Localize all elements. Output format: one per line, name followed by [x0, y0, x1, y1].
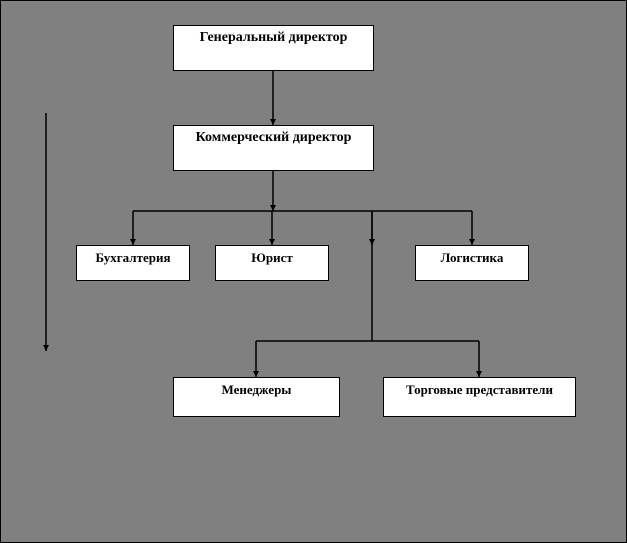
- node-label: Логистика: [441, 250, 504, 266]
- node-label: Юрист: [251, 250, 293, 266]
- node-label: Менеджеры: [222, 382, 292, 398]
- node-logistics: Логистика: [415, 245, 529, 281]
- node-managers: Менеджеры: [173, 377, 340, 417]
- node-label: Коммерческий директор: [196, 130, 352, 146]
- node-label: Генеральный директор: [200, 30, 348, 46]
- node-commercial: Коммерческий директор: [173, 125, 374, 171]
- node-reps: Торговые представители: [383, 377, 576, 417]
- node-accounting: Бухгалтерия: [76, 245, 190, 281]
- node-label: Бухгалтерия: [96, 250, 171, 266]
- node-label: Торговые представители: [406, 382, 553, 398]
- node-lawyer: Юрист: [215, 245, 329, 281]
- org-chart-canvas: Генеральный директор Коммерческий директо…: [0, 0, 627, 543]
- node-ceo: Генеральный директор: [173, 25, 374, 71]
